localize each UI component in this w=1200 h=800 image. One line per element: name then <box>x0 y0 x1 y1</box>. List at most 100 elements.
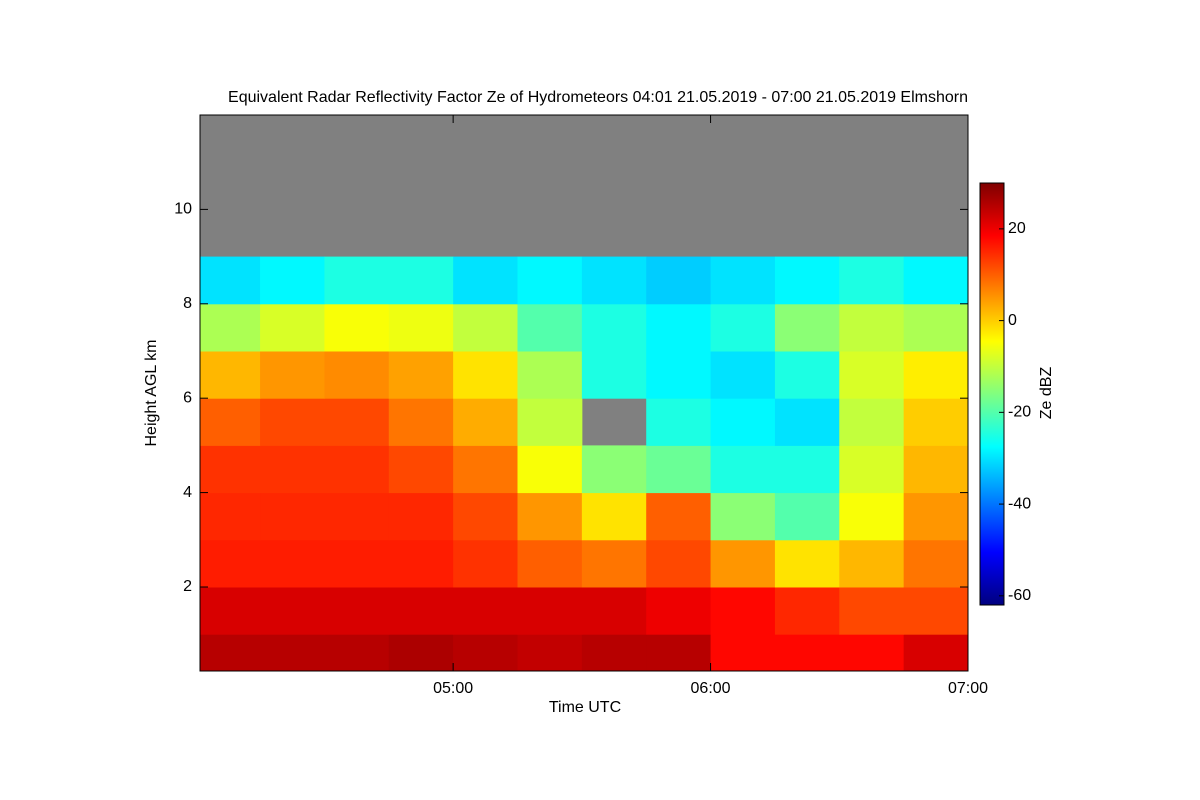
heat-cell <box>260 492 325 541</box>
heat-cell <box>453 256 518 305</box>
colorbar-tick-label: -40 <box>1008 495 1031 512</box>
heat-cell <box>646 256 712 305</box>
heat-cell <box>200 398 261 446</box>
heat-cell <box>774 539 840 588</box>
heat-cell <box>646 492 712 541</box>
heat-cell <box>774 634 840 672</box>
heat-cell <box>517 539 583 588</box>
heat-cell <box>200 303 261 352</box>
heat-cell <box>260 634 325 672</box>
heat-cell <box>517 634 583 672</box>
colorbar-tick-label: -20 <box>1008 404 1031 421</box>
heat-cell <box>388 539 454 588</box>
heat-cell <box>839 256 905 305</box>
heat-cell <box>903 539 969 588</box>
heat-cell <box>646 586 712 635</box>
heat-cell <box>324 256 390 305</box>
heat-cell <box>453 539 518 588</box>
x-axis-label: Time UTC <box>549 699 621 716</box>
y-tick-label: 4 <box>183 484 192 501</box>
heat-cell <box>581 445 647 494</box>
heat-cell <box>388 398 454 446</box>
heat-cell <box>710 539 776 588</box>
heat-cell <box>388 256 454 305</box>
heat-cell <box>903 256 969 305</box>
heat-cell <box>260 539 325 588</box>
heat-cell <box>453 634 518 672</box>
heat-cell <box>324 539 390 588</box>
heat-cell <box>903 398 969 446</box>
colorbar-label: Ze dBZ <box>1038 367 1055 420</box>
heat-cell <box>839 398 905 446</box>
heat-cell <box>324 350 390 399</box>
heat-cell <box>324 586 390 635</box>
heat-cell <box>324 492 390 541</box>
heat-cell <box>200 586 261 635</box>
heat-cell <box>581 634 647 672</box>
heat-cell <box>260 303 325 352</box>
heat-cell <box>581 586 647 635</box>
y-tick-label: 6 <box>183 389 192 406</box>
plot-frame <box>199 114 969 672</box>
heat-cell <box>839 350 905 399</box>
heat-cell <box>839 303 905 352</box>
heat-cell <box>774 350 840 399</box>
heat-cell <box>646 350 712 399</box>
heat-cell <box>581 303 647 352</box>
heat-cell <box>581 492 647 541</box>
heat-cell <box>774 256 840 305</box>
colorbar-tick-label: 20 <box>1008 220 1026 237</box>
heat-cell <box>200 445 261 494</box>
heat-cell <box>200 539 261 588</box>
heat-cell <box>903 492 969 541</box>
heat-cell <box>646 398 712 446</box>
y-tick-label: 10 <box>174 201 192 218</box>
heat-cell <box>388 492 454 541</box>
heat-cell <box>324 398 390 446</box>
heat-cell <box>903 445 969 494</box>
heat-cell <box>903 303 969 352</box>
heat-cell <box>646 445 712 494</box>
colorbar <box>979 182 1005 606</box>
heat-cell <box>774 398 840 446</box>
heat-cell <box>453 492 518 541</box>
heat-cell <box>903 350 969 399</box>
heat-cell <box>517 492 583 541</box>
heat-cell <box>453 303 518 352</box>
heat-cell <box>903 634 969 672</box>
heat-cell <box>774 303 840 352</box>
colorbar-tick-label: -60 <box>1008 587 1031 604</box>
x-tick-label: 07:00 <box>948 680 988 697</box>
heat-cell <box>710 445 776 494</box>
heat-cell <box>839 539 905 588</box>
colorbar-tick-label: 0 <box>1008 312 1017 329</box>
heat-cell <box>710 303 776 352</box>
heat-cell <box>200 634 261 672</box>
heat-cell <box>581 350 647 399</box>
heat-cell <box>260 350 325 399</box>
heat-cell <box>710 634 776 672</box>
y-tick-label: 2 <box>183 578 192 595</box>
heat-cell <box>646 634 712 672</box>
heat-cell <box>710 350 776 399</box>
heat-cell <box>710 256 776 305</box>
heat-cell <box>388 350 454 399</box>
heat-cell <box>388 445 454 494</box>
heat-cell <box>839 445 905 494</box>
heat-cell <box>839 492 905 541</box>
heat-cell <box>517 445 583 494</box>
x-tick-label: 05:00 <box>433 680 473 697</box>
heat-cell <box>581 539 647 588</box>
heat-cell <box>324 634 390 672</box>
heat-cell <box>200 492 261 541</box>
heat-cell <box>710 398 776 446</box>
heat-cell <box>903 586 969 635</box>
heat-cell <box>324 303 390 352</box>
chart-title: Equivalent Radar Reflectivity Factor Ze … <box>228 89 968 106</box>
heat-cell <box>517 303 583 352</box>
y-axis-label: Height AGL km <box>143 339 160 446</box>
heat-cell <box>260 398 325 446</box>
x-tick-label: 06:00 <box>691 680 731 697</box>
heat-cell <box>517 256 583 305</box>
